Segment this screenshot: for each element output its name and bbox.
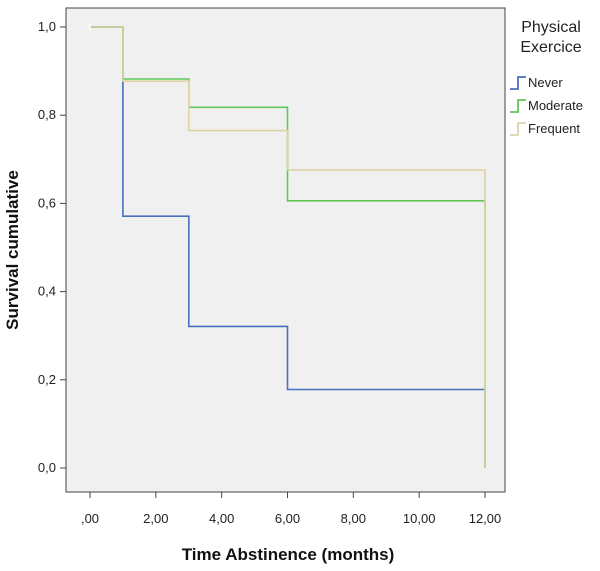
- y-axis-ticks: 0,0 0,2 0,4 0,6 0,8 1,0: [38, 19, 66, 475]
- legend-items: Never Moderate Frequent: [510, 75, 583, 136]
- x-tick-label: 4,00: [209, 511, 234, 526]
- legend-label: Moderate: [528, 98, 583, 113]
- series-line-frequent: [90, 26, 486, 468]
- y-tick-label: 0,6: [38, 195, 56, 210]
- legend-item-frequent: Frequent: [510, 121, 580, 136]
- legend-label: Frequent: [528, 121, 580, 136]
- plot-area: [65, 7, 506, 493]
- y-tick-label: 0,4: [38, 284, 56, 299]
- legend-title-line-1: Physical: [521, 19, 581, 36]
- x-tick-label: 10,00: [403, 511, 436, 526]
- legend-label: Never: [528, 75, 563, 90]
- x-tick-label: 6,00: [275, 511, 300, 526]
- y-tick-label: 0,0: [38, 460, 56, 475]
- legend: Physical Exercice Never Moderate Frequent: [510, 19, 583, 136]
- series-line-never: [90, 26, 486, 468]
- legend-swatch: [510, 76, 526, 90]
- y-tick-label: 0,8: [38, 107, 56, 122]
- legend-swatch: [510, 122, 526, 136]
- legend-item-moderate: Moderate: [510, 98, 583, 113]
- x-tick-label: 2,00: [143, 511, 168, 526]
- legend-title-line-2: Exercice: [520, 39, 581, 56]
- x-axis-ticks: ,00 2,00 4,00 6,00 8,00 10,00 12,00: [81, 492, 501, 526]
- y-tick-label: 0,2: [38, 372, 56, 387]
- x-tick-label: ,00: [81, 511, 99, 526]
- x-tick-label: 12,00: [469, 511, 502, 526]
- legend-swatch: [510, 99, 526, 113]
- y-axis-title: Survival cumulative: [3, 170, 22, 330]
- legend-item-never: Never: [510, 75, 563, 90]
- x-axis-title: Time Abstinence (months): [182, 545, 395, 564]
- x-tick-label: 8,00: [341, 511, 366, 526]
- series-lines: [89, 23, 486, 468]
- y-tick-label: 1,0: [38, 19, 56, 34]
